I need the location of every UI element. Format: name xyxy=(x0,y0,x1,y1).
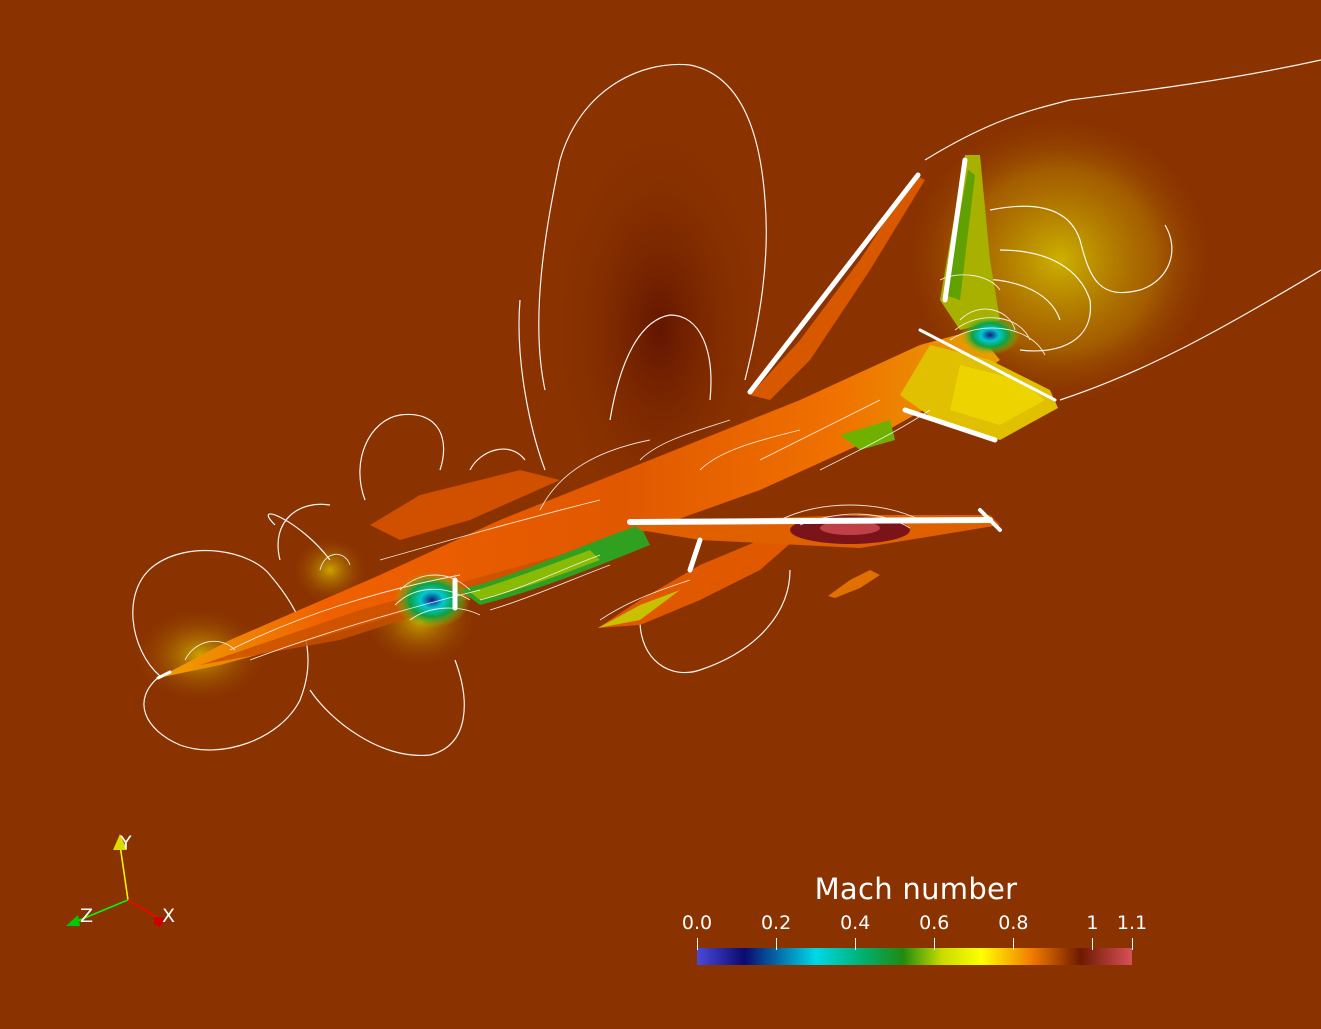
orientation-axes xyxy=(66,834,166,927)
colorbar-tick-label: 0.4 xyxy=(840,912,871,934)
colorbar-tick-mark xyxy=(934,938,935,950)
aircraft-surface xyxy=(158,155,1058,678)
colorbar-tick-mark xyxy=(1092,938,1093,950)
colorbar-tick-label: 1.1 xyxy=(1116,912,1148,934)
colorbar-tick-mark xyxy=(855,938,856,950)
colorbar-tick-label: 0.2 xyxy=(760,912,792,934)
colorbar-tick-mark xyxy=(776,938,777,950)
colorbar-tick-mark xyxy=(1132,938,1133,950)
z-axis-label: Z xyxy=(80,905,94,927)
colorbar-tick-mark xyxy=(1013,938,1014,950)
colorbar-tick-label: 0.6 xyxy=(919,912,950,934)
colorbar-tick-mark xyxy=(697,938,698,950)
colorbar xyxy=(697,948,1132,965)
colorbar-tick-label: 0.8 xyxy=(998,912,1029,934)
x-axis-label: X xyxy=(162,905,176,927)
colorbar-tick-label: 0.0 xyxy=(681,912,713,934)
colorbar-tick-label: 1 xyxy=(1086,912,1099,934)
colorbar-title: Mach number xyxy=(814,872,1018,906)
y-axis-label: Y xyxy=(120,832,132,854)
